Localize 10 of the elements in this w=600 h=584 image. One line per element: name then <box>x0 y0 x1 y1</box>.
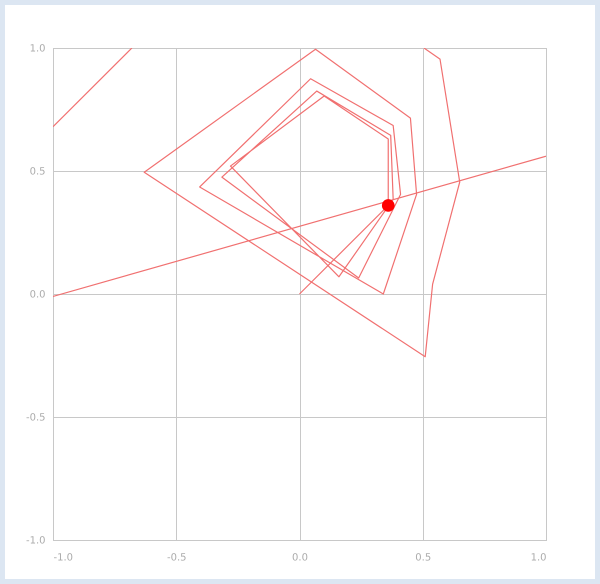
y-tick-label: 1.0 <box>30 44 46 54</box>
y-tick-label: -1.0 <box>26 536 46 546</box>
y-tick-label: -0.5 <box>26 412 46 424</box>
x-tick-label: 0.0 <box>292 552 308 564</box>
y-tick-label: 0.0 <box>30 290 46 300</box>
y-tick-label: 0.5 <box>30 166 46 178</box>
x-tick-label: 1.0 <box>530 552 546 564</box>
x-tick-label: 0.5 <box>415 552 432 564</box>
x-tick-label: -1.0 <box>54 552 74 564</box>
x-tick-label: -0.5 <box>166 552 187 564</box>
